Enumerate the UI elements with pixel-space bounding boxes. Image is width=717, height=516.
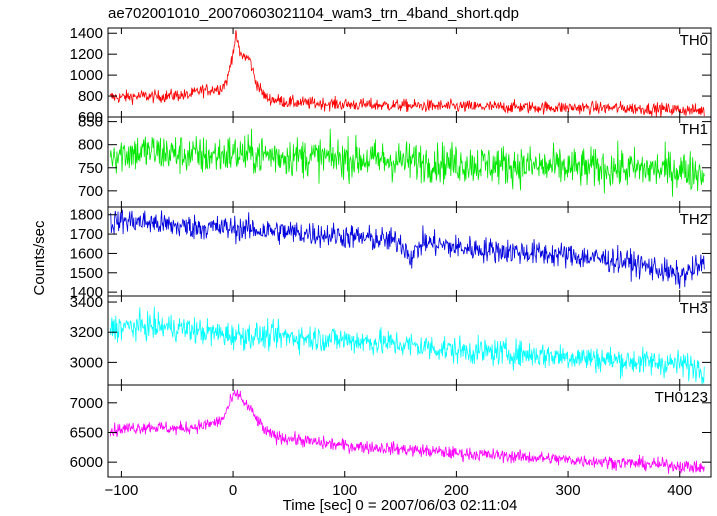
panel-label: TH0123: [655, 389, 708, 406]
panel-frame: [107, 384, 712, 478]
chart-title: ae702001010_20070603021104_wam3_trn_4ban…: [108, 5, 519, 22]
y-tick-label: 600: [78, 109, 103, 126]
y-tick-label: 850: [78, 114, 103, 131]
y-tick-label: 3200: [70, 324, 103, 341]
y-tick-label: 6000: [70, 454, 103, 471]
panel-th0: 600 800 1000 1200 1400 TH0: [70, 25, 712, 126]
y-tick-label: 7000: [70, 395, 103, 412]
y-tick-label: 1000: [70, 67, 103, 84]
x-tick-label: 100: [332, 482, 357, 499]
y-tick-label: 1400: [70, 25, 103, 42]
x-tick-label: 300: [556, 482, 581, 499]
panel-label: TH2: [680, 211, 708, 228]
y-tick-label: 1400: [70, 284, 103, 301]
y-tick-label: 1700: [70, 226, 103, 243]
x-axis-label: Time [sec] 0 = 2007/06/03 02:11:04: [283, 497, 518, 514]
panel-label: TH0: [680, 32, 708, 49]
y-tick-label: 800: [78, 137, 103, 154]
panel-th1: 700 750 800 850 TH1: [78, 114, 712, 208]
panel-label: TH3: [680, 300, 708, 317]
x-tick-label: 400: [667, 482, 692, 499]
x-tick-label: 0: [229, 482, 237, 499]
panel-th2: 1400 1500 1600 1700 1800 TH2: [70, 206, 712, 301]
series-line-th2: [109, 209, 705, 289]
y-tick-label: 750: [78, 160, 103, 177]
x-tick-label: 200: [444, 482, 469, 499]
series-line-th0: [109, 30, 705, 117]
series-line-th1: [109, 128, 705, 197]
y-tick-label: 3400: [70, 294, 103, 311]
y-tick-label: 1500: [70, 265, 103, 282]
series-line-th0123: [109, 389, 705, 474]
y-tick-label: 1600: [70, 245, 103, 262]
y-tick-label: 700: [78, 183, 103, 200]
panel-th0123: 6000 6500 7000 TH0123: [70, 384, 712, 478]
y-axis-label: Counts/sec: [31, 220, 48, 296]
panel-label: TH1: [680, 121, 708, 138]
series-line-th3: [109, 306, 705, 385]
panel-th3: 3000 3200 3400 TH3: [70, 294, 712, 386]
y-tick-label: 1200: [70, 46, 103, 63]
x-tick-label: −100: [105, 482, 139, 499]
y-tick-label: 1800: [70, 207, 103, 224]
y-tick-label: 3000: [70, 354, 103, 371]
y-tick-label: 800: [78, 88, 103, 105]
y-tick-label: 6500: [70, 424, 103, 441]
